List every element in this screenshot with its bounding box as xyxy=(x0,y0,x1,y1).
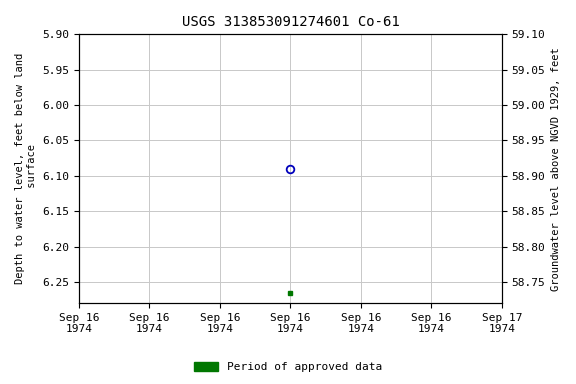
Legend: Period of approved data: Period of approved data xyxy=(190,357,386,377)
Y-axis label: Groundwater level above NGVD 1929, feet: Groundwater level above NGVD 1929, feet xyxy=(551,47,561,291)
Title: USGS 313853091274601 Co-61: USGS 313853091274601 Co-61 xyxy=(181,15,399,29)
Y-axis label: Depth to water level, feet below land
 surface: Depth to water level, feet below land su… xyxy=(15,53,37,284)
